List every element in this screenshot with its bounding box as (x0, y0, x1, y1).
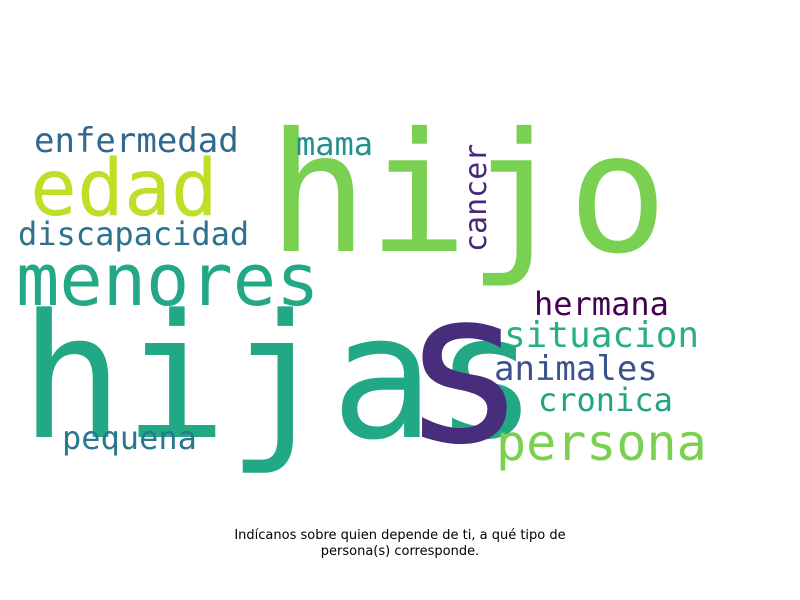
caption-line-1: Indícanos sobre quien depende de ti, a q… (234, 528, 566, 543)
caption-line-2: persona(s) corresponde. (320, 544, 480, 559)
caption: Indícanos sobre quien depende de ti, a q… (0, 528, 800, 560)
word-menores: menores (16, 238, 320, 322)
word-mama: mama (296, 125, 374, 163)
word-cloud: hijo hijas s menores edad persona enferm… (16, 98, 707, 491)
word-hermana: hermana (534, 285, 669, 323)
word-s: s (400, 244, 528, 491)
word-hijas: hijas (20, 277, 538, 478)
word-enfermedad: enfermedad (34, 121, 239, 161)
word-discapacidad: discapacidad (18, 215, 250, 253)
word-cronica: cronica (538, 381, 673, 419)
word-pequena: pequena (62, 419, 197, 457)
word-animales: animales (494, 349, 658, 389)
word-situacion: situacion (504, 315, 700, 356)
word-hijo: hijo (268, 98, 668, 291)
word-cancer: cancer (459, 143, 494, 252)
word-persona: persona (496, 414, 707, 472)
word-edad: edad (30, 144, 218, 234)
